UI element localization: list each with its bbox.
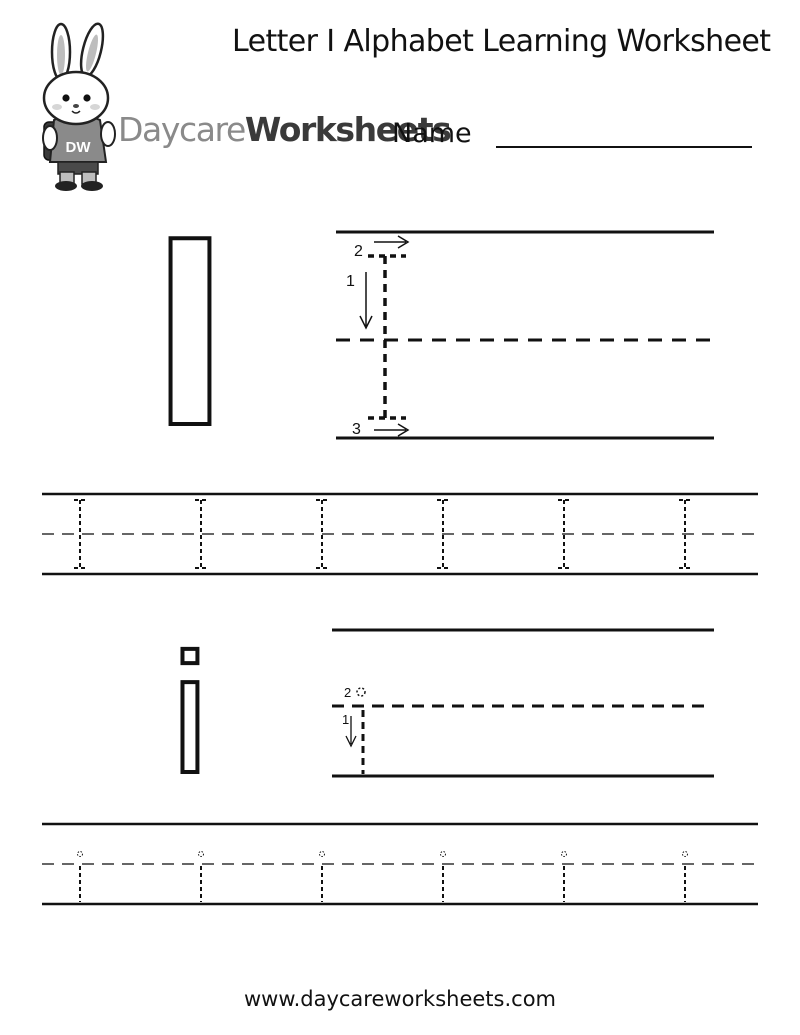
mascot-badge: DW bbox=[66, 139, 92, 156]
practice-letter-trace bbox=[682, 851, 688, 902]
stroke-number-2: 2 bbox=[354, 243, 363, 260]
stroke-number-3: 3 bbox=[352, 421, 361, 438]
uppercase-practice-row[interactable] bbox=[40, 490, 760, 578]
uppercase-letter-glyph: I bbox=[152, 218, 227, 438]
practice-letter-trace bbox=[319, 851, 325, 902]
dashed-dot bbox=[356, 687, 366, 697]
stroke-direction-arrow-icon bbox=[345, 716, 357, 748]
name-label: Name bbox=[392, 118, 472, 149]
practice-letter-trace bbox=[437, 499, 449, 569]
practice-letter-trace bbox=[195, 499, 207, 569]
brand-part-2: Worksheets bbox=[244, 110, 452, 149]
bunny-mascot-icon: DW bbox=[42, 22, 116, 191]
practice-letter-trace bbox=[74, 499, 86, 569]
practice-letter-trace bbox=[77, 851, 83, 902]
stroke-number-2: 2 bbox=[344, 685, 351, 700]
stroke-number-1: 1 bbox=[346, 273, 355, 290]
lowercase-practice-row[interactable] bbox=[40, 820, 760, 908]
worksheet-title: Letter I Alphabet Learning Worksheet bbox=[232, 24, 771, 59]
stroke-direction-arrow-icon bbox=[359, 235, 410, 437]
lowercase-model-letter: i bbox=[130, 617, 250, 811]
practice-letter-trace bbox=[561, 851, 567, 902]
practice-letter-trace bbox=[440, 851, 446, 902]
lowercase-tracing-guide: 2 1 bbox=[332, 628, 714, 778]
uppercase-model-letter: I bbox=[120, 179, 260, 484]
brand-part-1: Daycare bbox=[118, 110, 246, 149]
practice-letter-trace bbox=[679, 499, 691, 569]
stroke-number-1: 1 bbox=[342, 712, 349, 727]
footer-url[interactable]: www.daycareworksheets.com bbox=[243, 987, 557, 1011]
practice-letter-trace bbox=[316, 499, 328, 569]
practice-letter-trace bbox=[558, 499, 570, 569]
practice-letter-trace bbox=[198, 851, 204, 902]
lowercase-letter-glyph: i bbox=[171, 630, 209, 790]
brand-logo: DaycareWorksheets bbox=[118, 108, 452, 152]
name-field-line[interactable] bbox=[496, 146, 752, 148]
uppercase-tracing-guide: 2 1 3 bbox=[336, 230, 714, 440]
